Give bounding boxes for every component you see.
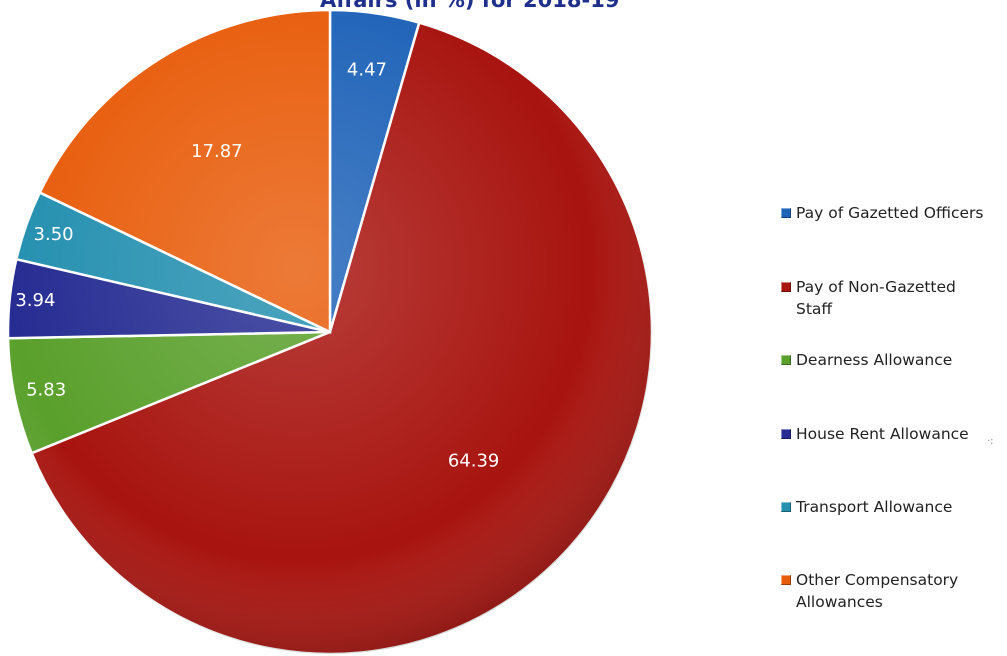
legend-item-pay-gazetted: Pay of Gazetted Officers bbox=[781, 202, 983, 224]
legend-label: Pay of Gazetted Officers bbox=[796, 204, 984, 222]
pie-data-label: 4.47 bbox=[347, 60, 387, 81]
pie-data-label: 17.87 bbox=[191, 141, 243, 162]
pie-data-labels: 4.47 64.39 5.83 3.94 3.50 17.87 bbox=[15, 60, 499, 472]
legend-swatch bbox=[781, 208, 791, 218]
legend-swatch bbox=[781, 575, 791, 585]
pie-data-label: 3.94 bbox=[15, 290, 55, 311]
legend-swatch bbox=[781, 429, 791, 439]
stray-mark: ·: bbox=[987, 436, 994, 447]
legend-label: Other Compensatory Allowances bbox=[796, 571, 959, 611]
legend-item-transport: Transport Allowance bbox=[781, 496, 952, 518]
pie-slices bbox=[6, 8, 654, 656]
pie-data-label: 64.39 bbox=[448, 450, 500, 471]
legend-item-house-rent: House Rent Allowance bbox=[781, 423, 969, 445]
chart-title: Affairs (in %) for 2018-19 bbox=[320, 0, 620, 12]
pie-data-label: 3.50 bbox=[34, 224, 74, 245]
legend-label: House Rent Allowance bbox=[796, 425, 969, 443]
legend-label: Dearness Allowance bbox=[796, 351, 953, 369]
pie-data-label: 5.83 bbox=[26, 379, 66, 400]
legend-item-other-compensatory: Other Compensatory Allowances bbox=[781, 569, 996, 613]
legend-label: Pay of Non-Gazetted Staff bbox=[796, 278, 956, 318]
legend-swatch bbox=[781, 355, 791, 365]
legend-swatch bbox=[781, 502, 791, 512]
legend-swatch bbox=[781, 282, 791, 292]
legend-item-dearness: Dearness Allowance bbox=[781, 349, 952, 371]
legend-item-pay-non-gazetted: Pay of Non-Gazetted Staff bbox=[781, 276, 996, 320]
legend-label: Transport Allowance bbox=[796, 498, 953, 516]
